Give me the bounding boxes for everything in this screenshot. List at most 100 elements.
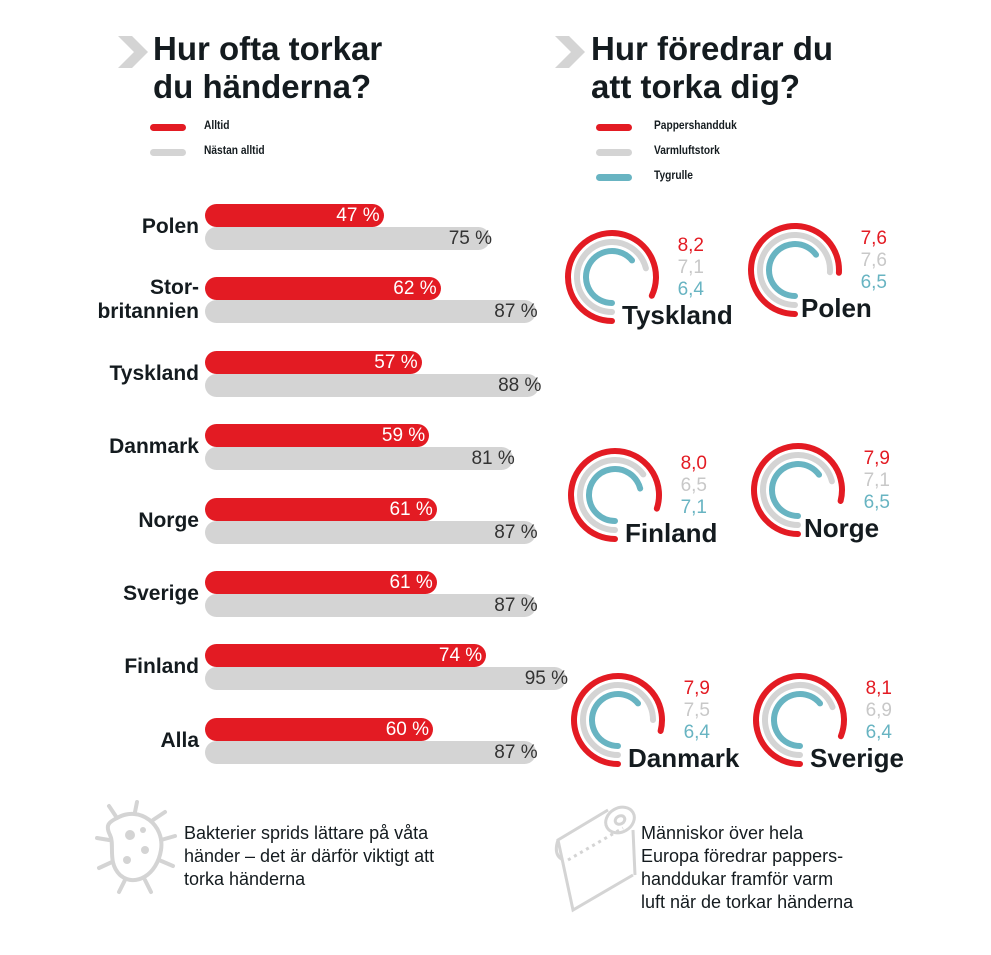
country-label: Alla bbox=[160, 729, 199, 753]
legend-label: Tygrulle bbox=[654, 168, 693, 182]
bar-nastan-alltid: 87 % bbox=[205, 740, 538, 764]
paper-note: Människor över hela Europa föredrar pappe… bbox=[641, 823, 854, 912]
bar-nastan-alltid: 87 % bbox=[205, 300, 538, 324]
bar-value-label: 61 % bbox=[389, 572, 433, 593]
ring-value-label: 6,9 bbox=[865, 700, 892, 721]
bar-nastan-alltid: 75 % bbox=[205, 227, 492, 250]
ring-country-label: Sverige bbox=[810, 743, 904, 773]
ring-arc-varmluftstork bbox=[580, 682, 656, 758]
country-label: Norge bbox=[138, 509, 199, 533]
bar-value-label: 87 % bbox=[494, 301, 538, 323]
ring-arc-tygrulle bbox=[589, 691, 642, 749]
country-label: Danmark bbox=[109, 435, 199, 459]
ring-value-label: 6,4 bbox=[865, 722, 892, 743]
ring-arc-varmluftstork bbox=[574, 239, 649, 315]
bar-value-label: 60 % bbox=[385, 718, 429, 740]
ring-arc-varmluftstork bbox=[757, 232, 833, 308]
ring-value-label: 6,5 bbox=[863, 492, 890, 513]
bar-nastan-alltid: 88 % bbox=[205, 373, 542, 397]
bar-value-label: 87 % bbox=[494, 595, 538, 616]
country-label-line: Stor- bbox=[150, 276, 199, 300]
bar-alltid: 59 % bbox=[205, 424, 430, 448]
legend-label: Varmluftstork bbox=[654, 143, 720, 157]
bar-nastan-alltid: 87 % bbox=[205, 520, 538, 544]
ring-group-danmark bbox=[571, 673, 665, 767]
ring-arc-tygrulle bbox=[586, 466, 644, 524]
legend-swatch-pappershandduk bbox=[596, 124, 632, 131]
ring-arc-pappershandduk bbox=[571, 673, 665, 767]
bar-value-label: 59 % bbox=[381, 425, 426, 447]
ring-country-label: Finland bbox=[625, 518, 718, 548]
bar-alltid: 61 % bbox=[205, 497, 437, 521]
ring-value-label: 7,9 bbox=[683, 678, 710, 699]
ring-group-sverige bbox=[753, 673, 847, 767]
ring-arc-tygrulle bbox=[766, 241, 820, 299]
country-label-line: Polen bbox=[141, 215, 199, 238]
ring-value-label: 6,5 bbox=[680, 475, 707, 496]
ring-value-label: 7,6 bbox=[860, 228, 887, 249]
ring-value-label: 6,4 bbox=[683, 722, 710, 743]
ring-value-label: 6,5 bbox=[860, 272, 887, 293]
bar-value-label: 88 % bbox=[498, 374, 542, 396]
ring-value-label: 8,1 bbox=[865, 678, 892, 699]
bar-alltid: 74 % bbox=[205, 644, 487, 668]
country-label-line: Norge bbox=[138, 508, 199, 532]
bar-value-label: 75 % bbox=[448, 228, 492, 249]
country-label-line: Sverige bbox=[123, 582, 199, 605]
ring-group-norge bbox=[751, 443, 845, 537]
ring-value-label: 7,1 bbox=[863, 470, 890, 491]
country-label-line: britannien bbox=[97, 300, 199, 324]
bar-value-label: 47 % bbox=[336, 205, 380, 226]
bar-alltid: 60 % bbox=[205, 717, 433, 741]
ring-arc-varmluftstork bbox=[760, 452, 835, 528]
bar-value-label: 57 % bbox=[374, 351, 418, 373]
ring-arc-tygrulle bbox=[769, 461, 823, 519]
bar-alltid: 62 % bbox=[205, 277, 441, 301]
country-label-line: Finland bbox=[124, 655, 199, 679]
paper-roll-icon bbox=[554, 805, 637, 913]
legend-swatch-varmluftstork bbox=[596, 149, 632, 156]
ring-arc-pappershandduk bbox=[753, 673, 847, 767]
legend-swatch-nastan bbox=[150, 149, 186, 156]
bacteria-note: Bakterier sprids lättare på våta händer –… bbox=[184, 823, 435, 889]
ring-value-label: 8,0 bbox=[680, 453, 707, 474]
bacteria-icon bbox=[95, 800, 177, 894]
ring-arc-tygrulle bbox=[771, 691, 824, 749]
bar-value-label: 61 % bbox=[389, 498, 433, 520]
ring-group-finland bbox=[568, 448, 662, 542]
bar-alltid: 57 % bbox=[205, 350, 422, 374]
country-label-line: Tyskland bbox=[109, 361, 199, 385]
bar-nastan-alltid: 95 % bbox=[205, 667, 568, 691]
country-label-line: Alla bbox=[160, 728, 199, 752]
right-title: Hur föredrar du att torka dig? bbox=[591, 30, 834, 105]
ring-arc-pappershandduk bbox=[751, 443, 845, 537]
bar-nastan-alltid: 87 % bbox=[205, 594, 538, 617]
bar-value-label: 74 % bbox=[438, 645, 483, 667]
country-label: Sverige bbox=[123, 582, 199, 606]
bar-value-label: 87 % bbox=[494, 521, 538, 543]
bar-value-label: 87 % bbox=[494, 741, 538, 763]
ring-value-label: 7,1 bbox=[680, 497, 707, 518]
ring-country-label: Tyskland bbox=[622, 300, 733, 330]
country-label-line: Danmark bbox=[109, 435, 199, 459]
ring-value-label: 7,9 bbox=[863, 448, 890, 469]
ring-country-label: Danmark bbox=[628, 743, 740, 773]
ring-arc-pappershandduk bbox=[748, 223, 842, 317]
ring-country-label: Polen bbox=[801, 293, 872, 323]
bar-alltid: 47 % bbox=[205, 204, 384, 227]
bar-nastan-alltid: 81 % bbox=[205, 447, 515, 471]
ring-country-label: Norge bbox=[804, 513, 880, 543]
legend-label: Pappershandduk bbox=[654, 118, 737, 132]
legend-label: Alltid bbox=[204, 118, 230, 132]
legend-swatch-tygrulle bbox=[596, 174, 632, 181]
legend-swatch-alltid bbox=[150, 124, 186, 131]
ring-arc-varmluftstork bbox=[577, 457, 647, 533]
country-label: Stor-britannien bbox=[97, 276, 199, 324]
country-label: Finland bbox=[124, 655, 199, 679]
ring-value-label: 6,4 bbox=[677, 279, 704, 300]
ring-group-tyskland bbox=[565, 230, 659, 324]
chevron-right-icon bbox=[118, 36, 148, 68]
ring-value-label: 7,5 bbox=[683, 700, 710, 721]
bar-value-label: 62 % bbox=[393, 278, 437, 300]
